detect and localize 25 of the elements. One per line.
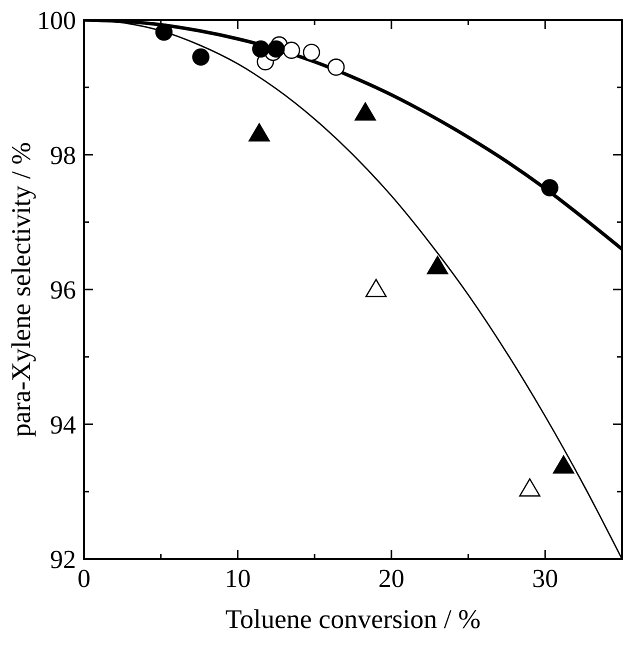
point bbox=[426, 256, 448, 274]
x-tick-label: 0 bbox=[78, 564, 90, 593]
y-tick-label: 100 bbox=[37, 6, 76, 35]
x-tick-label: 10 bbox=[224, 564, 251, 593]
point bbox=[252, 40, 270, 58]
point bbox=[354, 102, 376, 121]
x-tick-label: 30 bbox=[532, 564, 558, 593]
point bbox=[327, 58, 345, 76]
point bbox=[192, 48, 210, 66]
y-tick-label: 94 bbox=[50, 410, 76, 440]
point bbox=[552, 455, 574, 474]
point bbox=[248, 123, 270, 142]
y-axis-title: para-Xylene selectivity / % bbox=[6, 142, 36, 437]
point bbox=[302, 44, 320, 61]
point bbox=[541, 179, 558, 196]
y-tick-label: 92 bbox=[50, 545, 76, 574]
point bbox=[267, 40, 285, 58]
point bbox=[155, 23, 173, 41]
x-axis-title: Toluene conversion / % bbox=[225, 604, 481, 634]
point bbox=[282, 42, 300, 59]
point bbox=[519, 478, 540, 497]
point bbox=[365, 278, 387, 298]
x-tick-label: 20 bbox=[378, 564, 404, 593]
y-tick-label: 98 bbox=[50, 140, 76, 170]
y-tick-label: 96 bbox=[50, 276, 76, 304]
